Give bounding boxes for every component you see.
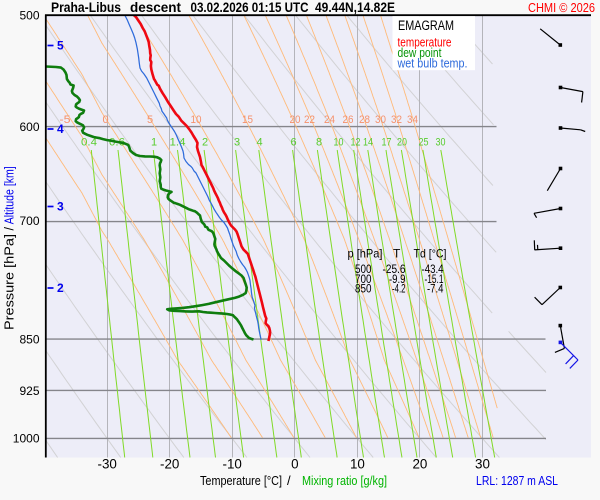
svg-text:descent: descent <box>130 0 181 15</box>
svg-text:2: 2 <box>57 281 64 295</box>
svg-text:10: 10 <box>350 457 365 472</box>
svg-text:T: T <box>393 247 401 261</box>
svg-text:20: 20 <box>397 136 407 148</box>
svg-text:0.4: 0.4 <box>81 136 97 148</box>
svg-text:14: 14 <box>363 136 373 148</box>
svg-text:26: 26 <box>343 114 354 126</box>
svg-text:dew point: dew point <box>398 46 442 60</box>
svg-text:0: 0 <box>102 114 108 126</box>
svg-text:2: 2 <box>202 136 208 148</box>
svg-text:500: 500 <box>355 262 372 276</box>
svg-text:-30: -30 <box>98 457 117 472</box>
svg-text:-25.6: -25.6 <box>383 262 406 276</box>
svg-text:Temperature [°C]: Temperature [°C] <box>200 473 282 488</box>
svg-text:850: 850 <box>19 333 39 347</box>
svg-text:600: 600 <box>19 120 39 134</box>
svg-text:10: 10 <box>334 136 344 148</box>
svg-text:EMAGRAM: EMAGRAM <box>398 18 454 33</box>
svg-text:4: 4 <box>256 136 262 148</box>
svg-text:17: 17 <box>382 136 392 148</box>
svg-text:Pressure [hPa] / Altitude [km]: Pressure [hPa] / Altitude [km] <box>3 166 17 330</box>
svg-text:49.44N,14.82E: 49.44N,14.82E <box>315 0 395 15</box>
svg-text:850: 850 <box>355 282 372 296</box>
svg-text:3: 3 <box>234 136 240 148</box>
svg-text:-7.4: -7.4 <box>427 282 444 296</box>
svg-text:1: 1 <box>151 136 157 148</box>
svg-text:30: 30 <box>436 136 446 148</box>
svg-text:20: 20 <box>290 114 301 126</box>
svg-text:Td [°C]: Td [°C] <box>414 247 447 261</box>
svg-text:500: 500 <box>19 9 39 23</box>
svg-text:0: 0 <box>291 457 298 472</box>
svg-text:30: 30 <box>475 457 490 472</box>
svg-text:-10: -10 <box>223 457 242 472</box>
svg-text:temperature: temperature <box>398 36 452 50</box>
svg-text:32: 32 <box>391 114 402 126</box>
svg-text:4: 4 <box>57 122 64 136</box>
svg-text:-4.2: -4.2 <box>392 282 406 296</box>
svg-text:34: 34 <box>407 114 418 126</box>
svg-text:24: 24 <box>324 114 335 126</box>
svg-text:700: 700 <box>19 214 39 228</box>
svg-text:Praha-Libus: Praha-Libus <box>51 0 121 15</box>
svg-text:15: 15 <box>242 114 253 126</box>
svg-text:03.02.2026 01:15 UTC: 03.02.2026 01:15 UTC <box>191 0 309 15</box>
svg-text:6: 6 <box>290 136 296 148</box>
svg-text:5: 5 <box>57 39 64 53</box>
svg-text:-43.4: -43.4 <box>422 262 444 276</box>
svg-text:CHMI © 2026: CHMI © 2026 <box>528 1 595 15</box>
svg-text:20: 20 <box>412 457 427 472</box>
svg-text:1.4: 1.4 <box>170 136 186 148</box>
svg-text:10: 10 <box>191 114 202 126</box>
svg-text:-20: -20 <box>160 457 179 472</box>
svg-text:-15.1: -15.1 <box>425 272 444 286</box>
svg-text:700: 700 <box>355 272 372 286</box>
svg-text:1000: 1000 <box>13 432 40 446</box>
svg-text:5: 5 <box>147 114 153 126</box>
svg-text:22: 22 <box>304 114 315 126</box>
svg-text:12: 12 <box>351 136 361 148</box>
svg-text:3: 3 <box>57 200 64 214</box>
svg-text:LRL: 1287 m ASL: LRL: 1287 m ASL <box>476 473 558 488</box>
svg-text:30: 30 <box>375 114 386 126</box>
svg-text:/: / <box>287 473 291 488</box>
svg-text:925: 925 <box>19 384 39 398</box>
svg-text:Mixing ratio [g/kg]: Mixing ratio [g/kg] <box>302 473 387 488</box>
svg-text:p [hPa]: p [hPa] <box>348 247 383 261</box>
svg-text:8: 8 <box>316 136 322 148</box>
svg-text:-5: -5 <box>60 114 71 126</box>
svg-text:28: 28 <box>359 114 370 126</box>
svg-text:25: 25 <box>419 136 429 148</box>
svg-text:-9.9: -9.9 <box>389 272 406 286</box>
svg-text:wet bulb temp.: wet bulb temp. <box>397 57 468 71</box>
